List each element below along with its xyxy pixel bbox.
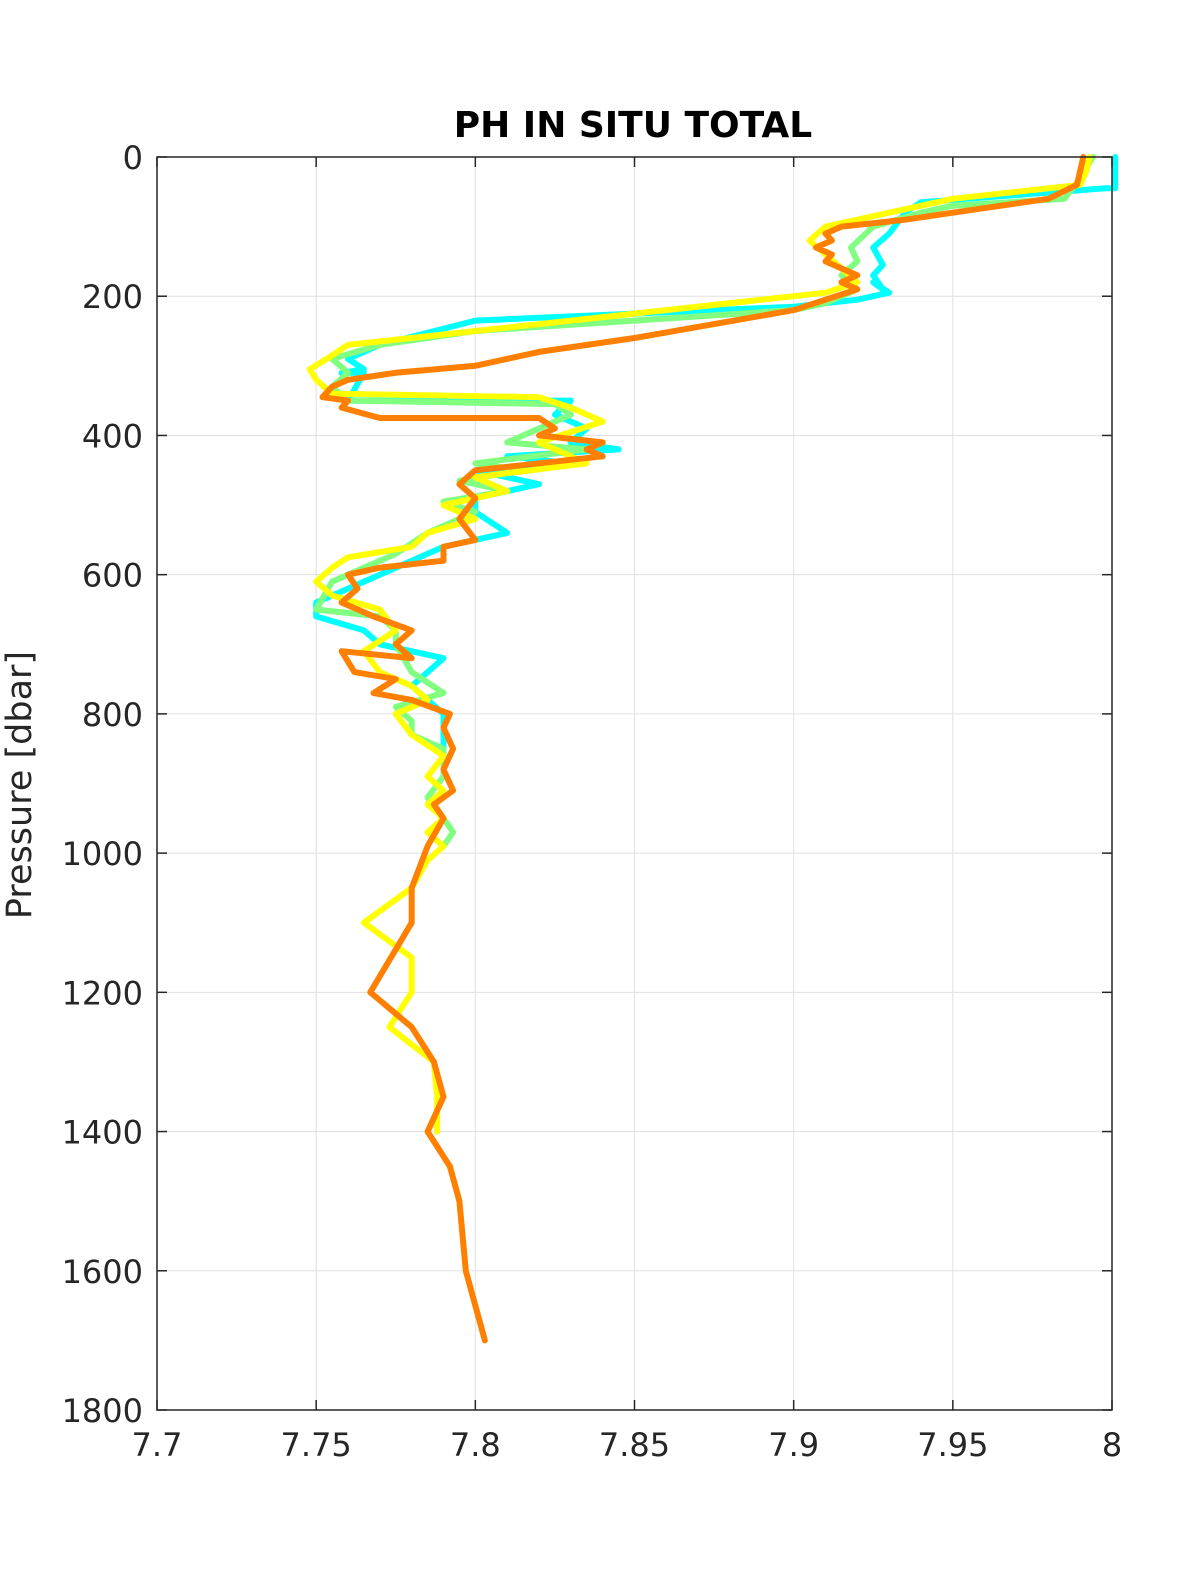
grid-layer bbox=[156, 156, 1113, 1411]
y-tick-label: 1200 bbox=[62, 974, 143, 1012]
y-tick-label: 200 bbox=[82, 278, 143, 316]
y-tick-label: 600 bbox=[82, 557, 143, 595]
x-tick-label: 7.85 bbox=[599, 1426, 670, 1464]
axes-layer bbox=[156, 156, 1113, 1411]
y-tick-label: 400 bbox=[82, 417, 143, 455]
y-tick-label: 1000 bbox=[62, 835, 143, 873]
series-layer bbox=[306, 154, 1119, 1344]
ticks-layer: 7.7 7.75 7.8 7.85 7.9 7.95 8 0 200 400 600 800 1000 1… bbox=[62, 139, 1123, 1464]
x-tick-label: 7.7 bbox=[132, 1426, 183, 1464]
series-line-4 bbox=[319, 154, 1087, 1344]
x-tick-label: 8 bbox=[1102, 1426, 1122, 1464]
x-tick-label: 7.8 bbox=[450, 1426, 501, 1464]
y-tick-label: 1400 bbox=[62, 1114, 143, 1152]
x-tick-label: 7.95 bbox=[917, 1426, 988, 1464]
chart-title: PH IN SITU TOTAL bbox=[454, 105, 812, 146]
x-tick-label: 7.75 bbox=[281, 1426, 352, 1464]
x-tick-label: 7.9 bbox=[768, 1426, 819, 1464]
y-tick-label: 800 bbox=[82, 696, 143, 734]
y-tick-label: 0 bbox=[123, 139, 143, 177]
y-tick-label: 1800 bbox=[62, 1392, 143, 1430]
y-tick-label: 1600 bbox=[62, 1253, 143, 1291]
y-axis-label: Pressure [dbar] bbox=[0, 651, 40, 919]
